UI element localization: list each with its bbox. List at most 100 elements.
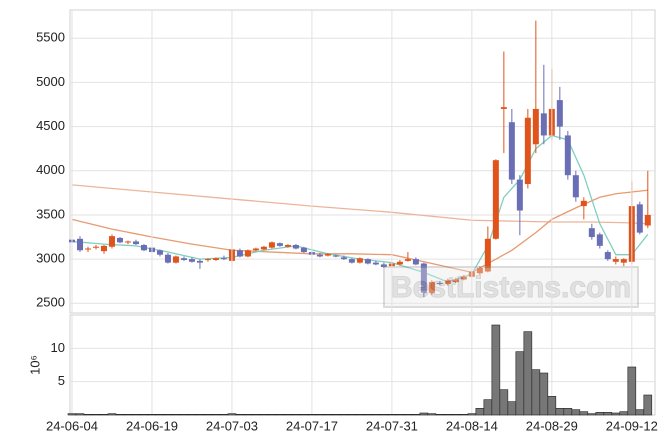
candle-body bbox=[340, 257, 347, 260]
volume-bar bbox=[523, 331, 533, 416]
x-tick-label: 24-06-19 bbox=[126, 418, 178, 433]
volume-bar bbox=[563, 408, 573, 416]
candle-body bbox=[444, 280, 451, 284]
volume-bar bbox=[371, 414, 381, 416]
candle-body bbox=[76, 238, 83, 251]
candle-body bbox=[588, 228, 595, 238]
volume-bar bbox=[571, 409, 581, 416]
volume-bar bbox=[75, 413, 85, 416]
volume-bar bbox=[419, 412, 429, 416]
y-tick-label: 2500 bbox=[36, 295, 65, 310]
candle-body bbox=[292, 244, 299, 249]
candle-body bbox=[276, 243, 283, 246]
y-tick-label: 10 bbox=[51, 340, 65, 355]
volume-bar bbox=[307, 414, 317, 416]
volume-bar bbox=[411, 414, 421, 416]
candle-body bbox=[380, 264, 387, 268]
candle-body bbox=[92, 246, 99, 248]
y-tick-label: 3000 bbox=[36, 251, 65, 266]
candle-body bbox=[204, 259, 211, 261]
x-tick-label: 24-08-29 bbox=[526, 418, 578, 433]
candle-body bbox=[412, 259, 419, 265]
volume-bar bbox=[427, 413, 437, 416]
volume-bar bbox=[331, 414, 341, 416]
x-tick-label: 24-07-03 bbox=[206, 418, 258, 433]
watermark-box bbox=[383, 266, 639, 308]
candle-body bbox=[532, 108, 539, 145]
volume-bar bbox=[507, 401, 517, 416]
x-tick-label: 24-08-14 bbox=[446, 418, 498, 433]
volume-bar bbox=[363, 414, 373, 416]
candle-body bbox=[516, 179, 523, 211]
watermark: BestListens.com bbox=[383, 266, 639, 308]
candle-body bbox=[140, 244, 147, 251]
volume-bar bbox=[115, 414, 125, 416]
candle-body bbox=[332, 255, 339, 257]
candle-body bbox=[236, 250, 243, 257]
volume-bar bbox=[595, 412, 605, 416]
volume-bar bbox=[587, 413, 597, 416]
candle-body bbox=[620, 259, 627, 263]
volume-bar bbox=[323, 414, 333, 416]
candle-body bbox=[452, 279, 459, 283]
candle-body bbox=[212, 258, 219, 260]
candle-body bbox=[348, 259, 355, 263]
candle-body bbox=[124, 241, 131, 243]
candle-body bbox=[524, 117, 531, 185]
volume-bar bbox=[531, 369, 541, 416]
volume-bar bbox=[515, 351, 525, 416]
candle-body bbox=[268, 242, 275, 248]
moving-average-line bbox=[71, 189, 648, 274]
volume-bar bbox=[315, 414, 325, 416]
volume-bar bbox=[579, 411, 589, 416]
volume-bar bbox=[83, 414, 93, 416]
candle-body bbox=[196, 260, 203, 263]
candle-body bbox=[172, 256, 179, 263]
volume-bar bbox=[395, 414, 405, 416]
candle-body bbox=[156, 250, 163, 255]
candle-body bbox=[420, 263, 427, 293]
candle-body bbox=[220, 258, 227, 260]
volume-bar bbox=[291, 414, 301, 416]
volume-bar bbox=[451, 414, 461, 416]
volume-bar bbox=[275, 414, 285, 416]
volume-bar bbox=[195, 414, 205, 416]
volume-bar bbox=[131, 414, 141, 416]
y-tick-label: 5500 bbox=[36, 30, 65, 45]
volume-bar bbox=[243, 414, 253, 416]
y-tick-label: 5000 bbox=[36, 74, 65, 89]
candle-body bbox=[372, 262, 379, 265]
volume-bar bbox=[283, 414, 293, 416]
volume-bar bbox=[627, 366, 637, 416]
volume-bar bbox=[555, 408, 565, 416]
candle-body bbox=[404, 259, 411, 261]
volume-bar bbox=[251, 414, 261, 416]
volume-bar bbox=[267, 414, 277, 416]
volume-bar bbox=[139, 414, 149, 416]
volume-bar bbox=[643, 394, 653, 416]
volume-bar bbox=[547, 396, 557, 416]
candle-body bbox=[636, 204, 643, 233]
candle-body bbox=[508, 122, 515, 180]
volume-bar bbox=[539, 372, 549, 416]
volume-bar bbox=[187, 414, 197, 416]
volume-bar bbox=[299, 414, 309, 416]
candle-body bbox=[564, 135, 571, 176]
volume-bar bbox=[227, 413, 237, 416]
candle-body bbox=[316, 254, 323, 257]
candle-body bbox=[500, 107, 507, 109]
candle-body bbox=[436, 282, 443, 284]
candle-body bbox=[84, 248, 91, 250]
volume-bar bbox=[611, 412, 621, 416]
volume-bar bbox=[107, 413, 117, 416]
candle-body bbox=[100, 245, 107, 252]
candle-body bbox=[428, 282, 435, 293]
candle-body bbox=[108, 236, 115, 247]
volume-bar bbox=[259, 414, 269, 416]
volume-bar bbox=[235, 414, 245, 416]
candle-body bbox=[460, 276, 467, 280]
volume-bar bbox=[403, 414, 413, 416]
y-axis-label: 10⁶ bbox=[27, 355, 42, 375]
x-tick-label: 24-06-04 bbox=[46, 418, 98, 433]
